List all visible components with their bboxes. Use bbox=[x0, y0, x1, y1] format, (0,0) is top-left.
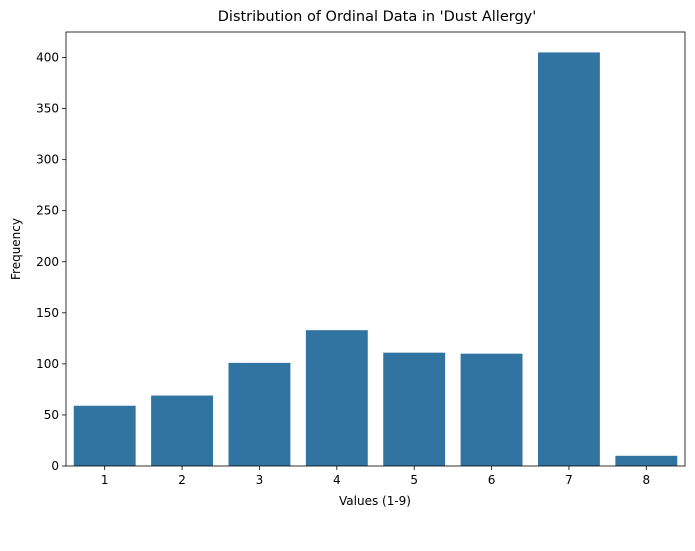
x-tick-label: 5 bbox=[410, 473, 418, 487]
bar-1 bbox=[73, 405, 136, 466]
bars-layer bbox=[73, 52, 678, 467]
bar-6 bbox=[460, 353, 523, 466]
x-tick-label: 2 bbox=[178, 473, 186, 487]
bar-2 bbox=[151, 395, 214, 466]
bar-4 bbox=[305, 330, 368, 466]
y-tick-label: 400 bbox=[36, 51, 59, 65]
x-axis-label: Values (1-9) bbox=[339, 494, 411, 508]
y-tick-label: 100 bbox=[36, 357, 59, 371]
x-tick-label: 6 bbox=[488, 473, 496, 487]
y-axis-ticks: 0 50 100 150 200 250 300 350 400 bbox=[36, 51, 66, 473]
x-tick-label: 4 bbox=[333, 473, 341, 487]
bar-3 bbox=[228, 362, 291, 466]
x-tick-label: 3 bbox=[256, 473, 264, 487]
x-tick-label: 7 bbox=[565, 473, 573, 487]
y-tick-label: 250 bbox=[36, 204, 59, 218]
y-tick-label: 50 bbox=[44, 408, 59, 422]
x-tick-label: 8 bbox=[642, 473, 650, 487]
y-tick-label: 350 bbox=[36, 102, 59, 116]
y-tick-label: 200 bbox=[36, 255, 59, 269]
chart-title: Distribution of Ordinal Data in 'Dust Al… bbox=[218, 9, 536, 25]
x-tick-label: 1 bbox=[101, 473, 109, 487]
bar-5 bbox=[383, 352, 446, 466]
y-tick-label: 300 bbox=[36, 153, 59, 167]
y-axis-label: Frequency bbox=[9, 218, 23, 280]
y-tick-label: 0 bbox=[51, 459, 59, 473]
bar-7 bbox=[537, 52, 600, 467]
x-axis-ticks: 1 2 3 4 5 6 7 8 bbox=[101, 466, 650, 487]
bar-8 bbox=[615, 455, 678, 466]
y-tick-label: 150 bbox=[36, 306, 59, 320]
plot-frame bbox=[65, 31, 686, 467]
